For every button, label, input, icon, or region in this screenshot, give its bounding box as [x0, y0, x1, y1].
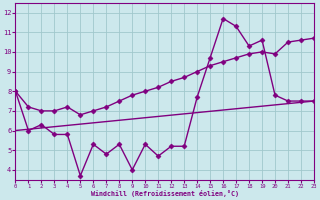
- X-axis label: Windchill (Refroidissement éolien,°C): Windchill (Refroidissement éolien,°C): [91, 190, 239, 197]
